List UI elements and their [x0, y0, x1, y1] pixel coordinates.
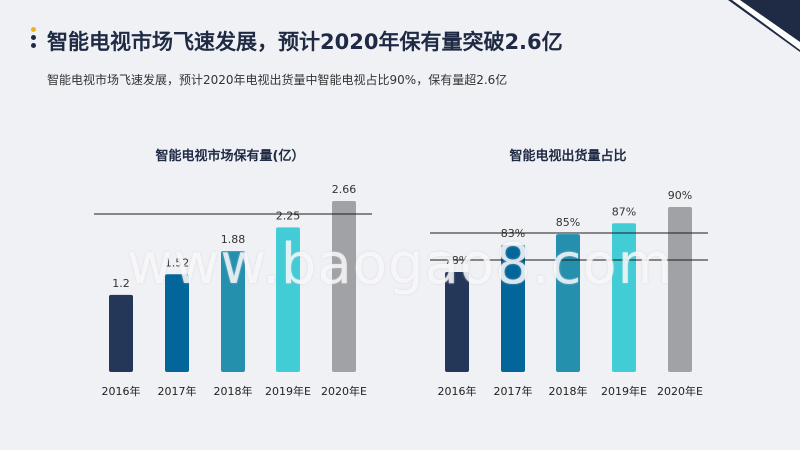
- right-data-label-4: 87%: [612, 205, 636, 218]
- left-x-tick-4: 2019年E: [265, 384, 311, 398]
- title-accent-dots: [31, 27, 37, 51]
- left-bar-4: [276, 227, 300, 372]
- left-x-tick-3: 2018年: [214, 384, 253, 398]
- right-x-tick-3: 2018年: [549, 384, 588, 398]
- left-data-label-1: 1.2: [112, 277, 130, 290]
- left-data-label-4: 2.25: [276, 209, 301, 222]
- left-x-tick-1: 2016年: [102, 384, 141, 398]
- right-chart-title: 智能电视出货量占比: [509, 148, 626, 164]
- page-subtitle: 智能电视市场飞速发展，预计2020年电视出货量中智能电视占比90%，保有量超2.…: [47, 73, 508, 87]
- right-x-tick-1: 2016年: [438, 384, 477, 398]
- right-data-label-5: 90%: [668, 189, 692, 202]
- left-data-label-5: 2.66: [332, 183, 357, 196]
- left-chart-title: 智能电视市场保有量(亿）: [156, 148, 305, 164]
- left-bar-1: [109, 294, 133, 372]
- watermark: www.baogao8.com: [126, 232, 674, 297]
- corner-decoration: [728, 0, 800, 52]
- page-title: 智能电视市场飞速发展，预计2020年保有量突破2.6亿: [47, 30, 563, 54]
- left-x-tick-5: 2020年E: [321, 384, 367, 398]
- right-x-tick-2: 2017年: [494, 384, 533, 398]
- right-x-tick-5: 2020年E: [657, 384, 703, 398]
- right-x-tick-4: 2019年E: [601, 384, 647, 398]
- left-bar-5: [332, 201, 356, 372]
- left-bar-3: [221, 251, 245, 372]
- left-data-label-3: 1.88: [221, 233, 246, 246]
- left-x-tick-2: 2017年: [158, 384, 197, 398]
- right-data-label-3: 85%: [556, 216, 580, 229]
- chart-tv-ownership: 智能电视市场保有量(亿） 1.2 2016年 1.52 2017年 1.88 2018年 2.…: [94, 148, 372, 398]
- left-data-label-2: 1.52: [165, 256, 190, 269]
- left-bar-2: [165, 274, 189, 372]
